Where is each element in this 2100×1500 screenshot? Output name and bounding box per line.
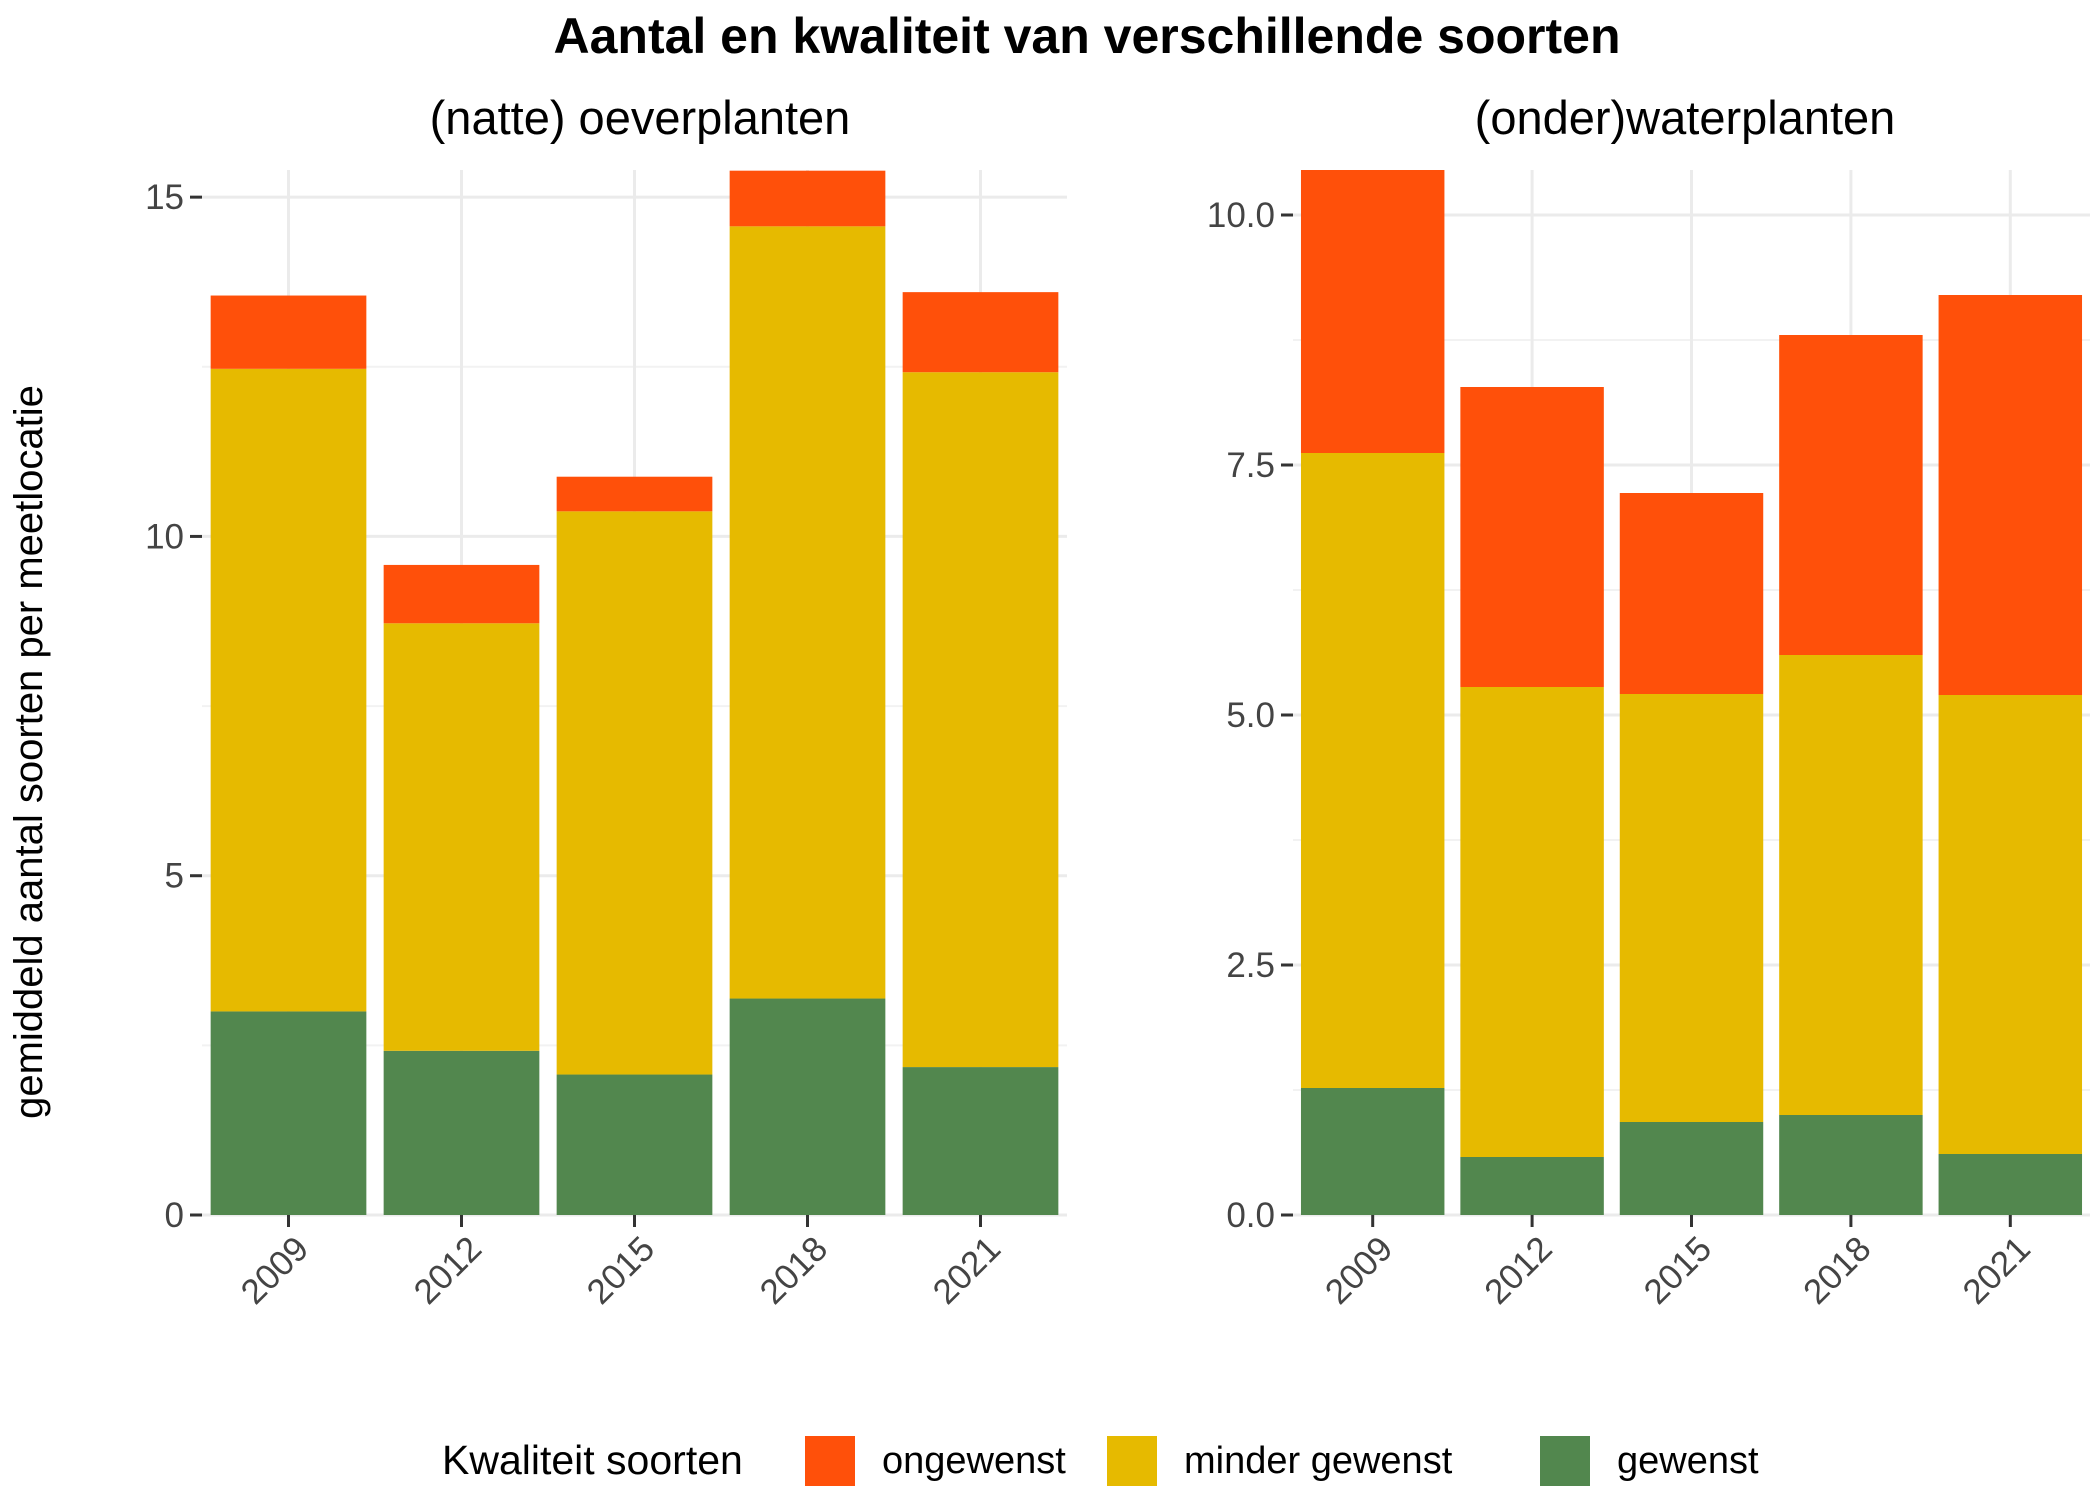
bar-minder_gewenst-2009 [1300,453,1445,1088]
bar-minder_gewenst-2012 [1460,687,1604,1157]
legend-title: Kwaliteit soorten [442,1437,743,1483]
bar-ongewenst-2021 [1938,295,2083,695]
x-tick-label: 2021 [926,1229,1009,1312]
y-tick-label: 0 [165,1196,184,1235]
x-tick-label: 2018 [1796,1229,1879,1312]
legend-label-gewenst: gewenst [1617,1440,1759,1482]
bar-minder_gewenst-2012 [383,623,540,1051]
panel-subtitle: (natte) oeverplanten [430,91,851,144]
bar-gewenst-2018 [729,998,886,1215]
x-tick-label: 2015 [580,1229,663,1312]
bar-minder_gewenst-2021 [902,372,1059,1068]
y-tick-label: 0.0 [1226,1196,1275,1235]
legend-key-ongewenst [805,1436,855,1486]
y-tick-label: 5.0 [1226,696,1275,735]
bar-gewenst-2021 [1938,1154,2083,1215]
y-tick-label: 10 [145,517,184,556]
bar-minder_gewenst-2018 [729,226,886,999]
bar-ongewenst-2012 [1460,387,1604,687]
bar-ongewenst-2018 [729,170,886,227]
bar-minder_gewenst-2009 [210,368,367,1012]
legend-key-gewenst [1540,1436,1590,1486]
bar-ongewenst-2015 [1619,493,1764,694]
bar-ongewenst-2009 [1300,170,1445,453]
y-tick-label: 5 [165,857,184,896]
bar-minder_gewenst-2015 [1619,694,1764,1122]
legend-label-minder_gewenst: minder gewenst [1184,1440,1453,1482]
chart-title: Aantal en kwaliteit van verschillende so… [553,8,1620,64]
y-tick-label: 2.5 [1226,946,1275,985]
bar-gewenst-2009 [210,1011,367,1215]
panel-2: (onder)waterplanten 0.0 2.5 5.0 7.5 10.0 2009 2… [1207,91,2090,1312]
legend-key-minder_gewenst [1107,1436,1157,1486]
x-tick-label: 2009 [1318,1229,1401,1312]
bar-gewenst-2009 [1300,1088,1445,1215]
bar-ongewenst-2009 [210,295,367,369]
legend: Kwaliteit soorten ongewenst minder gewenst… [442,1436,1759,1486]
x-tick-label: 2021 [1955,1229,2038,1312]
y-tick-label: 10.0 [1207,196,1275,235]
chart-panels: (natte) oeverplanten 0 5 10 15 2009 2012 2015 20… [145,91,2090,1312]
bar-gewenst-2015 [556,1074,713,1215]
bar-gewenst-2021 [902,1067,1059,1215]
x-tick-label: 2012 [407,1229,490,1312]
bar-gewenst-2015 [1619,1122,1764,1215]
bar-ongewenst-2015 [556,476,713,512]
bar-gewenst-2012 [1460,1157,1604,1215]
x-tick-label: 2009 [234,1229,317,1312]
x-tick-label: 2015 [1637,1229,1720,1312]
bar-gewenst-2012 [383,1050,540,1215]
y-tick-label: 7.5 [1226,446,1275,485]
x-tick-label: 2012 [1477,1229,1560,1312]
bar-ongewenst-2021 [902,292,1059,373]
bar-minder_gewenst-2021 [1938,695,2083,1154]
bar-gewenst-2018 [1779,1115,1923,1215]
bar-minder_gewenst-2015 [556,511,713,1075]
y-tick-label: 15 [145,178,184,217]
panel-subtitle: (onder)waterplanten [1475,91,1896,144]
bar-ongewenst-2018 [1779,335,1923,655]
y-axis-label: gemiddeld aantal soorten per meetlocatie [7,385,51,1119]
bar-minder_gewenst-2018 [1779,655,1923,1115]
bar-ongewenst-2012 [383,564,540,624]
x-tick-label: 2018 [753,1229,836,1312]
legend-label-ongewenst: ongewenst [882,1440,1066,1482]
panel-1: (natte) oeverplanten 0 5 10 15 2009 2012 2015 20… [145,91,1067,1312]
